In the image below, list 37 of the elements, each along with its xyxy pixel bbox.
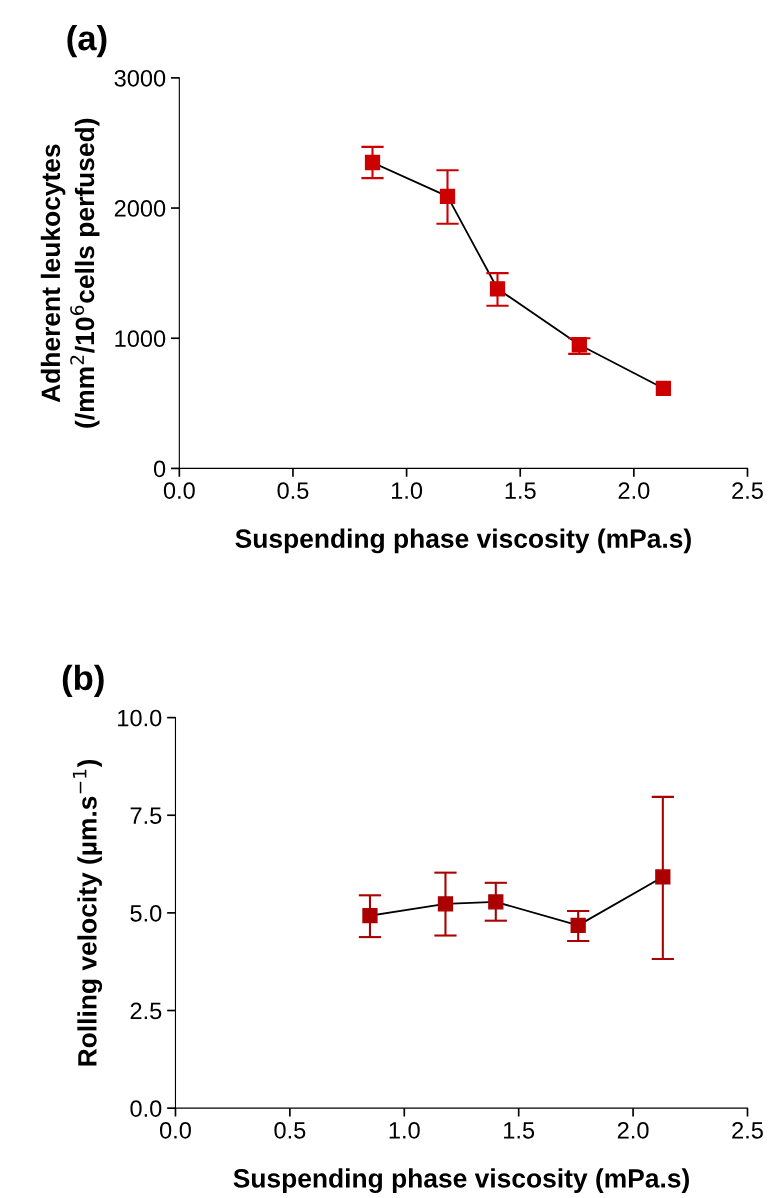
- point: [489, 281, 506, 297]
- x-tick-label: 0.0: [163, 482, 195, 499]
- x-tick-label: 1.0: [391, 482, 423, 499]
- point: [362, 907, 378, 924]
- point: [488, 894, 504, 910]
- y-tick-label: 3000: [114, 69, 166, 87]
- y-tick-label: 5.0: [130, 904, 162, 922]
- x-tick-label: 1.5: [505, 482, 536, 499]
- chart-title: (a): [67, 24, 107, 58]
- x-tick-label: 2.5: [732, 482, 763, 499]
- x-tick-label: 0.0: [159, 1121, 191, 1139]
- x-tick-label: 0.5: [277, 482, 309, 499]
- y-tick-label: 7.5: [130, 807, 162, 825]
- y-tick-label: 10.0: [118, 709, 162, 727]
- x-tick-label: 2.0: [618, 482, 650, 499]
- y-tick-label: 0: [153, 460, 166, 478]
- point: [437, 896, 454, 912]
- y-tick-label: 1000: [115, 330, 166, 348]
- y-axis-title: Adherent leukocytes (/mm$^{2}$/10$^{6}$cells perfused): [40, 118, 100, 428]
- point: [655, 380, 672, 396]
- x-axis-title: Suspending phase viscosity (mPa.s): [235, 528, 691, 554]
- x-tick-label: 2.5: [732, 1121, 763, 1139]
- y-tick-label: 2.5: [130, 1002, 162, 1020]
- x-tick-label: 1.5: [504, 1122, 535, 1139]
- point: [570, 917, 586, 934]
- point: [364, 154, 381, 171]
- chart-title: (b): [62, 664, 104, 698]
- point: [571, 337, 587, 353]
- x-axis-title: Suspending phase viscosity (mPa.s): [233, 1168, 689, 1194]
- x-tick-label: 0.5: [274, 1121, 306, 1139]
- y-axis-title: Rolling velocity (µm.s$^{−1}$): [72, 759, 103, 1066]
- x-tick-label: 2.0: [617, 1121, 649, 1139]
- point: [655, 869, 671, 885]
- y-tick-label: 2000: [114, 200, 166, 217]
- y-tick-label: 0.0: [130, 1100, 162, 1117]
- point: [439, 188, 456, 204]
- x-tick-label: 1.0: [389, 1121, 420, 1139]
